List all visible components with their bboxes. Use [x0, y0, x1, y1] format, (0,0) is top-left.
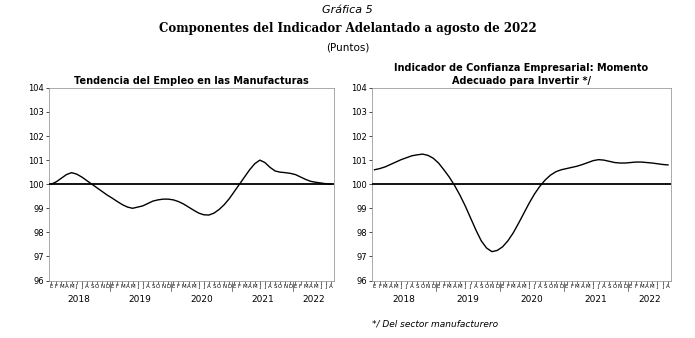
Text: 2020: 2020	[190, 295, 213, 304]
Text: 2019: 2019	[457, 295, 480, 304]
Text: */ Del sector manufacturero: */ Del sector manufacturero	[372, 319, 498, 329]
Text: 2022: 2022	[302, 295, 325, 304]
Text: 2021: 2021	[584, 295, 607, 304]
Text: 2019: 2019	[129, 295, 152, 304]
Text: (Puntos): (Puntos)	[326, 42, 369, 52]
Text: 2021: 2021	[251, 295, 274, 304]
Text: 2020: 2020	[521, 295, 543, 304]
Text: 2022: 2022	[638, 295, 661, 304]
Text: 2018: 2018	[67, 295, 90, 304]
Text: Componentes del Indicador Adelantado a agosto de 2022: Componentes del Indicador Adelantado a a…	[158, 22, 537, 35]
Title: Tendencia del Empleo en las Manufacturas: Tendencia del Empleo en las Manufacturas	[74, 76, 309, 86]
Text: Gráfica 5: Gráfica 5	[322, 5, 373, 15]
Title: Indicador de Confianza Empresarial: Momento
Adecuado para Invertir */: Indicador de Confianza Empresarial: Mome…	[394, 63, 648, 86]
Text: 2018: 2018	[393, 295, 416, 304]
